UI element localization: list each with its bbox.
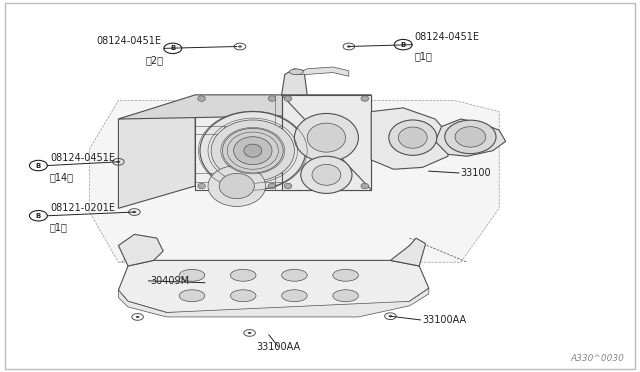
Ellipse shape — [244, 144, 262, 157]
Circle shape — [136, 316, 140, 318]
Circle shape — [116, 161, 120, 163]
Ellipse shape — [179, 269, 205, 281]
Polygon shape — [118, 288, 429, 317]
Ellipse shape — [333, 269, 358, 281]
Ellipse shape — [284, 96, 292, 102]
Ellipse shape — [223, 128, 283, 173]
Text: B: B — [401, 42, 406, 48]
Ellipse shape — [211, 120, 294, 182]
Ellipse shape — [230, 269, 256, 281]
Circle shape — [388, 315, 392, 317]
Text: （14）: （14） — [50, 172, 74, 182]
Text: （1）: （1） — [415, 51, 433, 61]
Circle shape — [347, 45, 351, 48]
Ellipse shape — [198, 183, 205, 189]
Text: 08124-0451E: 08124-0451E — [96, 36, 161, 46]
Polygon shape — [195, 95, 371, 190]
Text: （1）: （1） — [50, 222, 68, 232]
Ellipse shape — [333, 290, 358, 302]
Circle shape — [248, 332, 252, 334]
Polygon shape — [118, 97, 195, 208]
Text: B: B — [36, 163, 41, 169]
Ellipse shape — [361, 183, 369, 189]
Text: 33100AA: 33100AA — [422, 315, 467, 325]
Polygon shape — [118, 95, 371, 119]
Ellipse shape — [284, 183, 292, 189]
Circle shape — [238, 45, 242, 48]
Ellipse shape — [208, 166, 266, 206]
Text: 08124-0451E: 08124-0451E — [415, 32, 480, 42]
Ellipse shape — [268, 96, 276, 102]
Polygon shape — [435, 119, 506, 156]
Ellipse shape — [301, 156, 352, 193]
Ellipse shape — [282, 269, 307, 281]
Polygon shape — [90, 100, 499, 262]
Text: B: B — [36, 213, 41, 219]
Ellipse shape — [312, 164, 340, 185]
Ellipse shape — [389, 120, 437, 155]
Text: （2）: （2） — [145, 55, 163, 65]
Ellipse shape — [289, 69, 303, 75]
Ellipse shape — [445, 120, 496, 154]
Ellipse shape — [198, 96, 205, 102]
Polygon shape — [282, 69, 307, 95]
Ellipse shape — [398, 127, 428, 148]
Ellipse shape — [230, 290, 256, 302]
Ellipse shape — [361, 96, 369, 102]
Polygon shape — [390, 238, 426, 266]
Ellipse shape — [268, 183, 276, 189]
Text: 33100: 33100 — [461, 168, 492, 178]
Text: A330^0030: A330^0030 — [570, 354, 624, 363]
Text: 08124-0451E: 08124-0451E — [50, 153, 115, 163]
Ellipse shape — [455, 127, 486, 147]
Polygon shape — [118, 260, 429, 312]
Text: 30409M: 30409M — [150, 276, 189, 286]
Ellipse shape — [219, 173, 255, 199]
Polygon shape — [282, 95, 371, 190]
Text: 08121-0201E: 08121-0201E — [50, 203, 115, 213]
Ellipse shape — [307, 123, 346, 152]
Ellipse shape — [282, 290, 307, 302]
Ellipse shape — [294, 113, 358, 162]
Polygon shape — [294, 67, 349, 76]
Ellipse shape — [234, 137, 272, 165]
Circle shape — [132, 211, 136, 213]
Polygon shape — [118, 234, 163, 266]
Text: 33100AA: 33100AA — [257, 342, 300, 352]
Ellipse shape — [200, 112, 306, 190]
Ellipse shape — [179, 290, 205, 302]
Text: B: B — [170, 45, 175, 51]
Polygon shape — [371, 108, 448, 169]
